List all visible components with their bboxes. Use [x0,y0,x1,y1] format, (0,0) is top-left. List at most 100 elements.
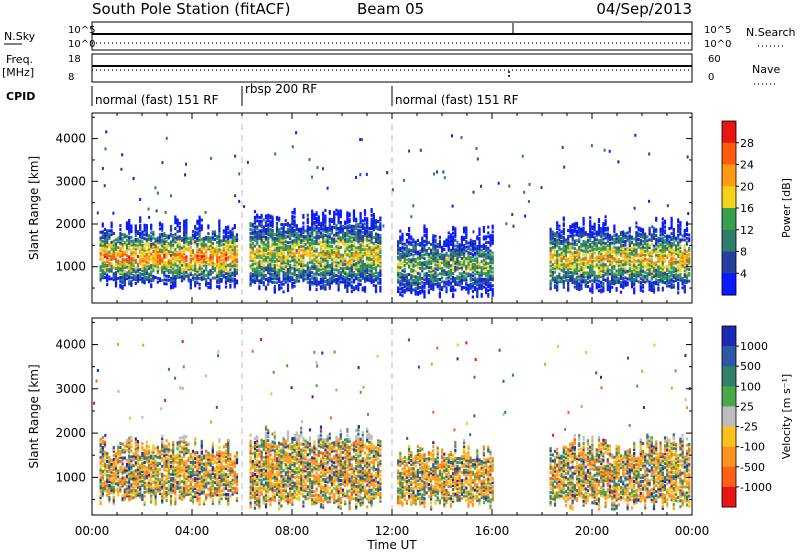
data-cell [209,255,212,259]
data-cell [300,273,303,277]
data-cell [374,226,378,230]
data-cell [123,283,126,287]
data-cell [401,261,404,265]
data-cell [176,222,179,226]
data-cell [194,253,197,257]
data-cell [322,213,325,217]
data-cell [348,281,351,285]
data-cell [361,263,364,267]
data-cell [580,233,583,237]
data-cell [628,234,631,238]
data-cell [271,225,274,229]
data-cell [198,217,201,221]
data-cell [491,263,494,266]
data-cell [562,276,565,280]
data-cell [150,258,153,262]
data-cell [328,263,331,267]
data-cell [211,255,214,259]
data-cell [209,253,212,257]
data-cell [452,235,455,239]
data-cell [304,269,307,273]
data-cell [282,278,285,282]
data-cell [256,232,259,236]
data-cell [458,277,461,281]
data-cell [397,245,400,249]
data-cell [551,278,554,282]
data-cell [251,259,254,263]
data-cell [630,279,634,283]
data-cell [293,234,296,238]
data-cell [141,247,144,251]
data-cell [463,276,466,280]
data-cell [253,235,257,238]
freq-tick-top: 18 [68,54,81,65]
data-cell [628,242,631,246]
data-cell [366,230,369,234]
data-cell [180,252,184,256]
data-cell [452,268,455,272]
data-cell [600,265,603,269]
data-cell [207,237,210,241]
data-cell [628,278,631,282]
data-cell [330,279,334,283]
data-cell [158,223,162,227]
data-cell [141,259,144,263]
data-cell [410,264,413,268]
data-cell [447,235,450,239]
data-cell [624,270,627,274]
freq-unit: [MHz] [2,66,34,79]
data-cell [324,260,327,264]
data-cell [291,228,294,232]
data-cell [256,275,259,279]
data-cell [289,260,292,264]
data-cell [553,278,557,282]
data-cell [139,225,142,229]
data-cell [357,230,360,234]
data-cell [251,263,254,267]
data-cell [641,285,645,289]
data-cell [491,238,494,242]
data-cell [172,243,175,247]
data-cell [112,256,115,260]
data-cell [648,284,651,288]
data-cell [284,246,287,249]
data-cell [117,263,120,267]
data-cell [434,259,437,263]
data-cell [633,291,636,295]
data-cell [291,282,294,285]
data-cell [467,256,470,260]
data-cell [619,290,623,294]
data-cell [106,231,109,235]
data-cell [136,245,140,249]
data-cell [103,260,107,264]
data-cell [377,275,380,279]
data-cell [425,229,428,233]
data-cell [110,256,113,260]
data-cell [143,266,146,269]
data-cell [271,253,274,257]
data-cell [227,258,230,262]
data-cell [286,271,290,275]
data-cell [161,263,164,267]
data-cell [359,248,362,252]
data-cell [445,242,448,246]
data-cell [218,225,221,229]
data-cell [357,246,360,249]
data-cell [324,274,327,278]
data-cell [562,235,565,239]
data-cell [339,230,342,234]
data-cell [650,264,653,268]
data-cell [652,263,656,267]
data-cell [286,287,290,291]
data-cell [196,221,199,225]
data-cell [449,281,452,285]
data-cell [196,242,199,246]
data-cell [571,280,574,284]
data-cell [480,271,483,275]
data-cell [211,259,214,263]
data-cell [308,285,312,289]
data-cell [156,280,159,284]
data-cell [469,244,472,248]
data-cell [207,245,210,249]
data-cell [487,285,490,289]
